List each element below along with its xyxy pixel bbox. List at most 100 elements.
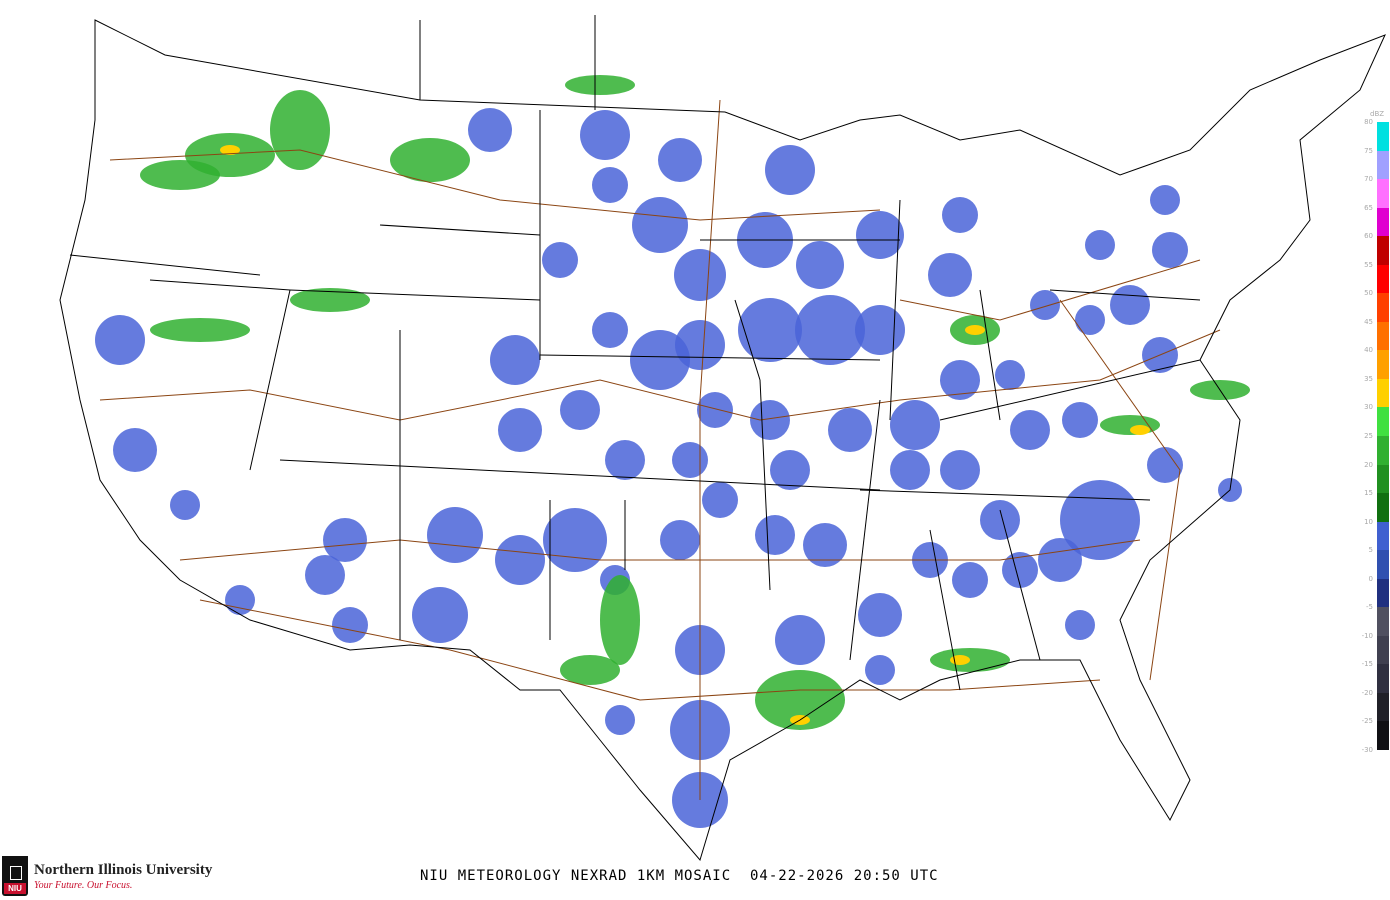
colorbar-segment: [1377, 607, 1389, 637]
colorbar-label: 80: [1364, 118, 1373, 126]
colorbar-label: -25: [1361, 717, 1373, 726]
colorbar-label: 40: [1364, 346, 1373, 355]
colorbar-segment: [1377, 236, 1389, 266]
colorbar-segment: [1377, 692, 1389, 722]
echo-light: [468, 108, 512, 152]
colorbar-label: -20: [1361, 688, 1373, 697]
echo-light: [856, 211, 904, 259]
border-line: [759, 379, 771, 591]
echo-moderate: [390, 138, 470, 182]
border-line: [379, 224, 541, 236]
border-line: [929, 529, 961, 691]
echo-light: [543, 508, 607, 572]
echo-light: [865, 655, 895, 685]
echo-light: [1038, 538, 1082, 582]
border-line: [539, 354, 881, 361]
echo-light: [580, 110, 630, 160]
colorbar-label: 70: [1364, 175, 1373, 184]
echo-light: [113, 428, 157, 472]
border-line: [59, 19, 1386, 862]
border-line: [979, 289, 1001, 421]
colorbar-unit: dBZ: [1370, 110, 1385, 118]
echo-light: [755, 515, 795, 555]
border-line: [859, 489, 1151, 501]
colorbar-segment: [1377, 179, 1389, 209]
echo-light: [775, 615, 825, 665]
logo-tagline: Your Future. Our Focus.: [34, 880, 133, 891]
colorbar-segment: [1377, 122, 1389, 152]
colorbar-label: 75: [1364, 146, 1373, 155]
border-line: [1049, 289, 1201, 301]
border-line: [889, 199, 901, 421]
colorbar-label: -30: [1361, 746, 1373, 754]
echo-moderate: [565, 75, 635, 95]
echo-light: [660, 520, 700, 560]
echo-light: [942, 197, 978, 233]
colorbar-segment: [1377, 664, 1389, 694]
echo-light: [1030, 290, 1060, 320]
echo-light: [495, 535, 545, 585]
echo-light: [672, 442, 708, 478]
echo-light: [928, 253, 972, 297]
echo-light: [828, 408, 872, 452]
echo-moderate: [600, 575, 640, 665]
colorbar-segment: [1377, 293, 1389, 323]
echo-light: [940, 450, 980, 490]
highway: [1059, 299, 1181, 681]
echo-moderate: [140, 160, 220, 190]
echo-light: [702, 482, 738, 518]
colorbar-segment: [1377, 578, 1389, 608]
colorbar-segment: [1377, 378, 1389, 408]
logo-name: Northern Illinois University: [34, 862, 213, 878]
highway: [199, 599, 1101, 701]
echo-light: [697, 392, 733, 428]
echo-light: [855, 305, 905, 355]
echo-light: [592, 312, 628, 348]
echo-light: [738, 298, 802, 362]
border-line: [249, 289, 291, 471]
echo-light: [560, 390, 600, 430]
echo-light: [1060, 480, 1140, 560]
border-line: [939, 359, 1201, 421]
colorbar-segment: [1377, 264, 1389, 294]
colorbar-segment: [1377, 550, 1389, 580]
echo-light: [605, 440, 645, 480]
echo-light: [750, 400, 790, 440]
echo-moderate: [755, 670, 845, 730]
echo-light: [674, 249, 726, 301]
colorbar-label: 35: [1364, 374, 1373, 383]
radar-echoes: [95, 75, 1250, 828]
echo-light: [1010, 410, 1050, 450]
echo-heavy: [965, 325, 985, 335]
colorbar-segment: [1377, 150, 1389, 180]
echo-light: [427, 507, 483, 563]
highway: [899, 259, 1201, 321]
echo-light: [803, 523, 847, 567]
border-line: [289, 289, 541, 301]
echo-light: [1062, 402, 1098, 438]
echo-heavy: [950, 655, 970, 665]
colorbar-label: 10: [1364, 517, 1373, 526]
colorbar-label: 50: [1364, 289, 1373, 298]
echo-light: [323, 518, 367, 562]
reflectivity-colorbar: 80 75 70 65 60 55 50 45 40 35 30 25 20 15 10 5 0 -5 -10 -15…: [1362, 118, 1389, 754]
echo-light: [95, 315, 145, 365]
echo-light: [795, 295, 865, 365]
niu-shield-icon: NIU: [2, 856, 28, 896]
echo-light: [632, 197, 688, 253]
echo-light: [1075, 305, 1105, 335]
echo-light: [890, 450, 930, 490]
echo-light: [890, 400, 940, 450]
colorbar-label: 5: [1368, 546, 1373, 555]
colorbar-label: 25: [1364, 432, 1373, 440]
echo-light: [940, 360, 980, 400]
colorbar-segment: [1377, 321, 1389, 351]
echo-light: [796, 241, 844, 289]
highways: [99, 99, 1221, 800]
colorbar-segment: [1377, 207, 1389, 237]
colorbar-segment: [1377, 407, 1389, 437]
echo-light: [332, 607, 368, 643]
colorbar-label: 0: [1368, 574, 1373, 583]
echo-light: [542, 242, 578, 278]
